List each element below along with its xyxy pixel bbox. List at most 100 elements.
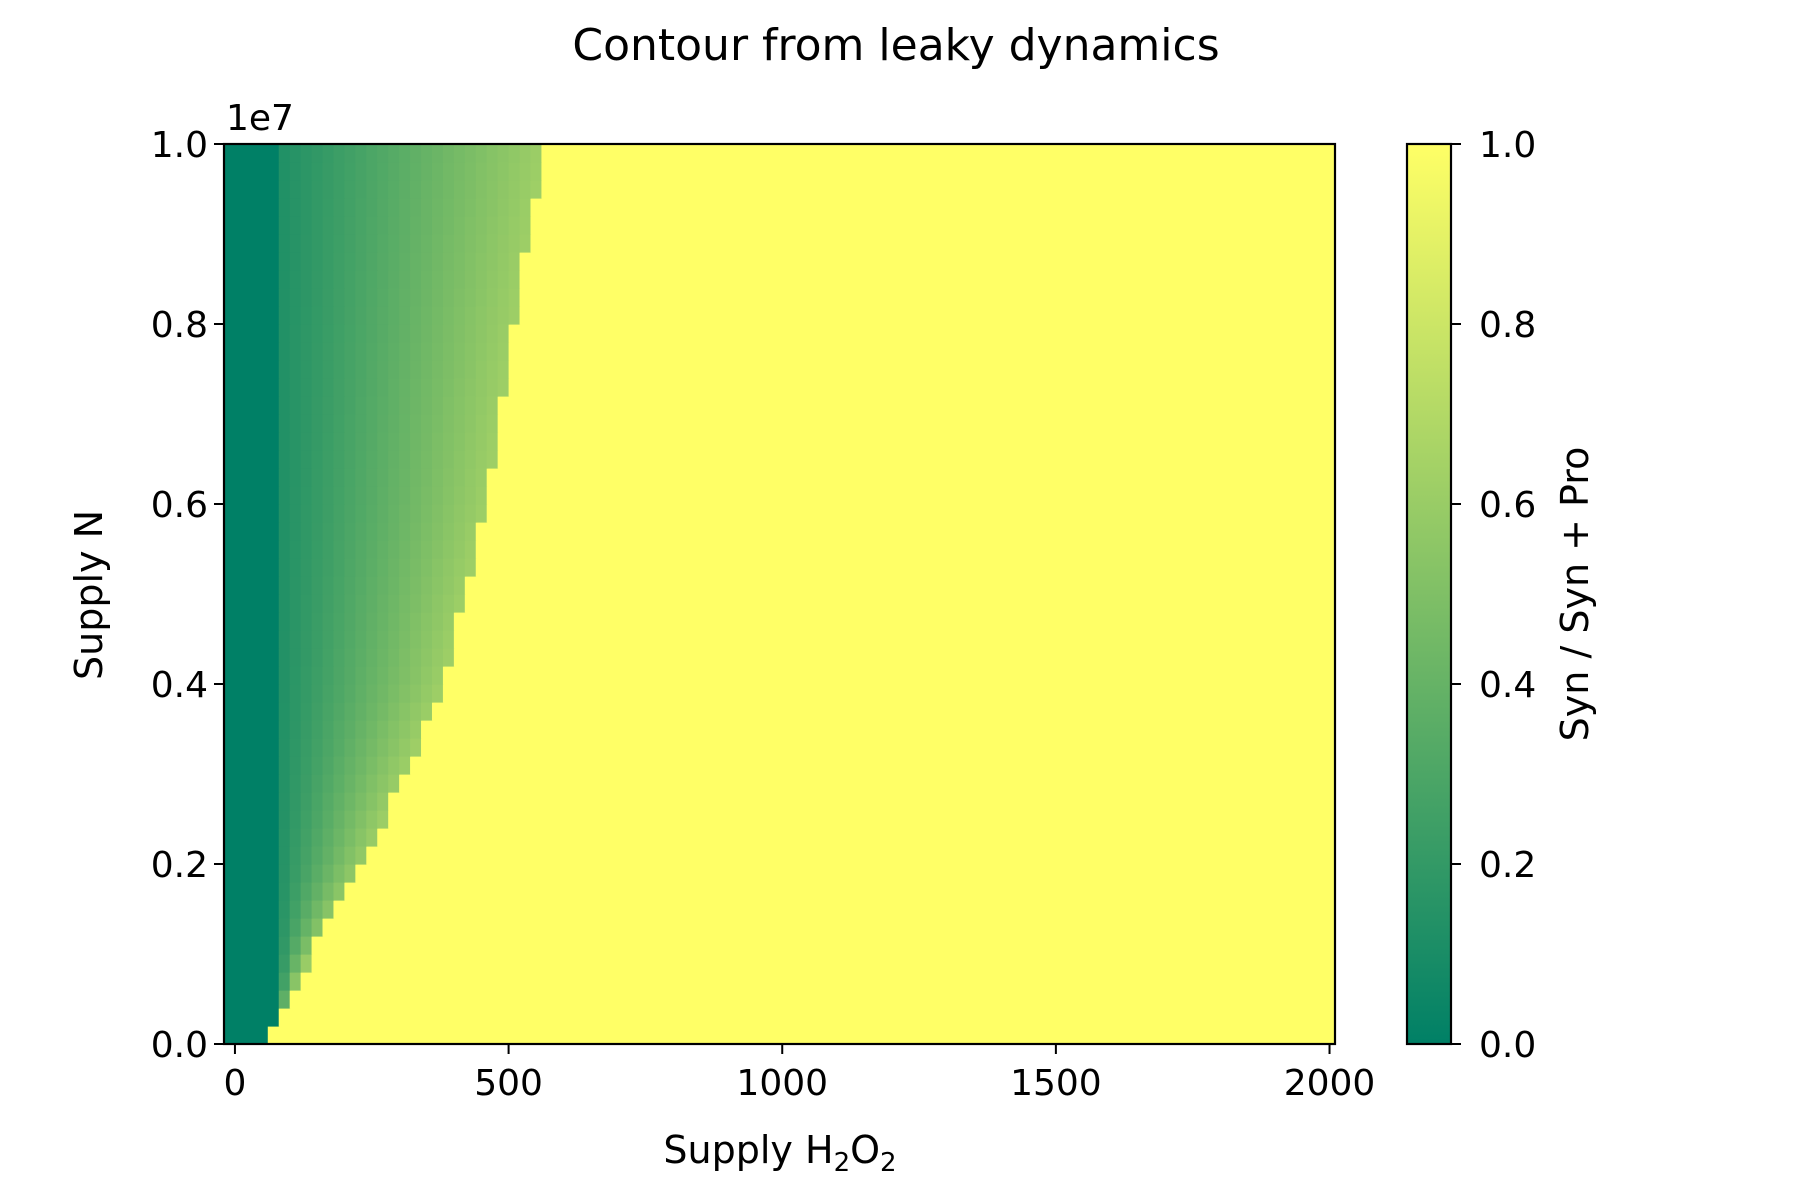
heatmap-cell [333, 756, 346, 775]
heatmap-cell [388, 414, 400, 433]
heatmap-cell [300, 630, 313, 649]
y-axis: 0.0 0.2 0.4 0.6 0.8 1.0 [151, 125, 224, 1066]
heatmap-cell [497, 252, 510, 271]
heatmap-cell [399, 198, 411, 217]
heatmap-cell [442, 396, 455, 415]
heatmap-cell [497, 198, 510, 217]
heatmap-cell [355, 234, 367, 253]
heatmap-cell [399, 234, 411, 253]
heatmap-cell [355, 792, 367, 811]
heatmap-cell [399, 738, 411, 757]
heatmap-cell [311, 756, 324, 775]
heatmap-cell [464, 576, 1336, 595]
heatmap-cell [421, 558, 433, 577]
heatmap-cell [377, 612, 389, 631]
heatmap-cell [224, 216, 280, 235]
heatmap-cell [344, 756, 356, 775]
heatmap-cell [322, 324, 335, 343]
heatmap-cell [278, 234, 291, 253]
heatmap-cell [224, 990, 280, 1009]
heatmap-cell [300, 810, 313, 829]
heatmap-cell [344, 864, 356, 883]
heatmap-cell [311, 846, 324, 865]
heatmap-cell [333, 666, 346, 685]
heatmap-cell [497, 324, 510, 343]
heatmap-cell [453, 648, 1336, 667]
heatmap-cell [333, 648, 346, 667]
heatmap-cell [508, 306, 521, 325]
heatmap-cell [355, 828, 367, 847]
heatmap-cell [410, 612, 422, 631]
heatmap-cell [497, 306, 510, 325]
heatmap-cell [289, 828, 302, 847]
heatmap-cell [530, 234, 1336, 253]
heatmap-cell [431, 540, 444, 559]
heatmap-cell [410, 432, 422, 451]
heatmap-cell [541, 180, 1336, 199]
heatmap-cell [344, 252, 356, 271]
heatmap-cell [431, 198, 444, 217]
heatmap-cell [278, 612, 291, 631]
heatmap-cell [289, 468, 302, 487]
heatmap-cell [464, 306, 477, 325]
heatmap-cell [333, 900, 1336, 919]
heatmap-cell [453, 612, 1336, 631]
heatmap-cell [421, 414, 433, 433]
heatmap-cell [464, 486, 477, 505]
heatmap-cell [399, 216, 411, 235]
heatmap-cell [453, 306, 466, 325]
heatmap-cell [333, 198, 346, 217]
heatmap-cell [300, 504, 313, 523]
heatmap-cell [410, 288, 422, 307]
heatmap-cell [278, 972, 291, 991]
heatmap-cell [224, 198, 280, 217]
heatmap-cell [289, 252, 302, 271]
heatmap-cell [322, 900, 335, 919]
heatmap-cell [410, 234, 422, 253]
heatmap-cell [497, 288, 510, 307]
heatmap-cell [311, 468, 324, 487]
heatmap-cell [300, 324, 313, 343]
heatmap-cell [464, 270, 477, 289]
heatmap-cell [431, 288, 444, 307]
heatmap-cell [322, 288, 335, 307]
heatmap-cell [289, 810, 302, 829]
heatmap-cell [322, 864, 335, 883]
heatmap-cell [366, 810, 378, 829]
heatmap-cell [311, 702, 324, 721]
heatmap-cell [399, 486, 411, 505]
heatmap-cell [442, 234, 455, 253]
heatmap-cell [442, 630, 455, 649]
heatmap-cell [486, 414, 499, 433]
heatmap-cell [453, 378, 466, 397]
heatmap-cell [399, 306, 411, 325]
heatmap-cell [377, 324, 389, 343]
heatmap-cell [431, 306, 444, 325]
heatmap-cell [333, 234, 346, 253]
heatmap-cell [355, 774, 367, 793]
heatmap-cell [421, 306, 433, 325]
heatmap-cell [486, 378, 499, 397]
heatmap-cell [366, 540, 378, 559]
heatmap-cell [410, 576, 422, 595]
heatmap-cell [464, 414, 477, 433]
heatmap-cell [453, 252, 466, 271]
heatmap-cell [355, 720, 367, 739]
heatmap-cell [355, 360, 367, 379]
x-label-sub2: 2 [880, 1148, 897, 1178]
heatmap-cell [311, 594, 324, 613]
heatmap-cell [377, 486, 389, 505]
heatmap-cell [267, 1026, 1336, 1045]
heatmap-cell [322, 162, 335, 181]
heatmap-cell [388, 468, 400, 487]
heatmap-cell [278, 396, 291, 415]
heatmap-cell [322, 648, 335, 667]
heatmap-cell [278, 270, 291, 289]
heatmap-cell [366, 486, 378, 505]
heatmap-cell [486, 396, 499, 415]
heatmap-cell [388, 216, 400, 235]
colorbar-tick-label: 0.6 [1479, 485, 1536, 526]
heatmap-cell [344, 666, 356, 685]
heatmap-cell [377, 594, 389, 613]
heatmap-cell [344, 594, 356, 613]
